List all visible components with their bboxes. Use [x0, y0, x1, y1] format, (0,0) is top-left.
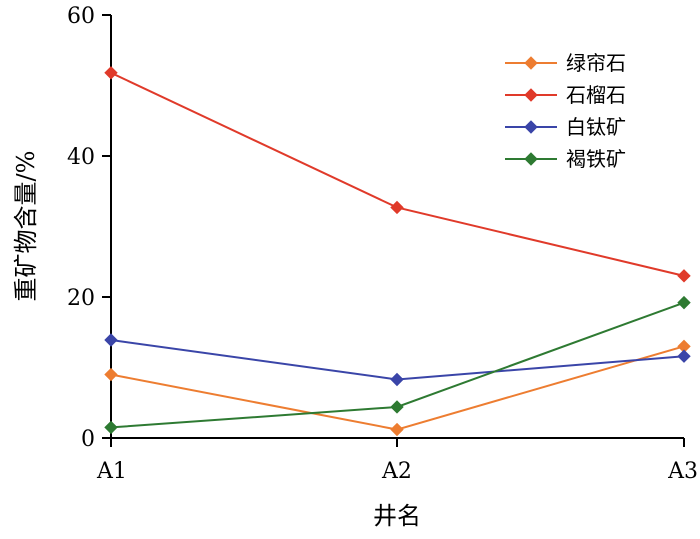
- legend-item: 白钛矿: [505, 115, 626, 139]
- y-tick-label: 40: [67, 145, 95, 170]
- data-point-marker: [104, 420, 118, 435]
- legend-label: 绿帘石: [566, 51, 626, 75]
- x-tick-label: A2: [381, 459, 412, 484]
- data-point-marker: [677, 269, 691, 283]
- legend-item: 褐铁矿: [505, 147, 626, 171]
- y-ticks: 0 20 40 60: [67, 4, 111, 452]
- y-tick-label: 60: [67, 4, 95, 29]
- series-group: [104, 66, 691, 283]
- data-point-marker: [390, 400, 404, 414]
- x-ticks: A1 A2 A3: [96, 438, 698, 484]
- y-tick-label: 0: [81, 427, 95, 452]
- legend-item: 石榴石: [505, 83, 626, 107]
- series-line: [110, 345, 685, 431]
- legend-marker: [524, 152, 538, 166]
- legend-marker: [524, 56, 538, 70]
- data-point-marker: [390, 422, 404, 437]
- data-point-marker: [104, 333, 118, 347]
- legend-label: 白钛矿: [566, 115, 626, 139]
- data-point-marker: [677, 295, 691, 310]
- data-point-marker: [390, 372, 404, 387]
- series-group: [104, 295, 691, 435]
- data-point-marker: [104, 367, 118, 382]
- legend-marker: [524, 120, 538, 134]
- series-layer: [104, 66, 691, 437]
- legend-item: 绿帘石: [505, 51, 626, 75]
- legend-label: 石榴石: [566, 83, 626, 107]
- series-group: [104, 333, 691, 387]
- data-point-marker: [104, 66, 118, 80]
- legend-label: 褐铁矿: [566, 147, 626, 171]
- x-tick-label: A3: [667, 459, 698, 484]
- data-point-marker: [677, 349, 691, 363]
- y-tick-label: 20: [67, 286, 95, 311]
- series-group: [104, 339, 691, 437]
- x-axis-title: 井名: [373, 502, 421, 530]
- data-point-marker: [390, 200, 404, 215]
- y-axis-title: 重矿物含量/%: [12, 151, 40, 302]
- legend-marker: [524, 88, 538, 102]
- x-tick-label: A1: [96, 459, 127, 484]
